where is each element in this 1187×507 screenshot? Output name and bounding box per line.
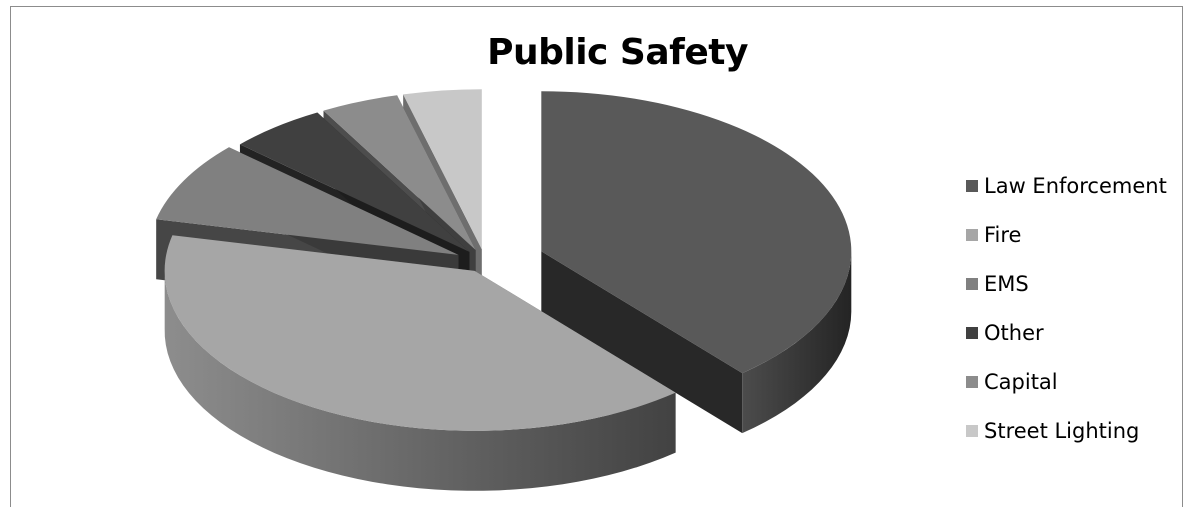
legend-label: Law Enforcement [984,173,1167,198]
slice-top [239,112,470,252]
slice-top [541,91,852,374]
pie-chart [156,89,852,491]
slice-outer-wall [164,268,676,491]
legend-item-capital: Capital [966,357,1167,406]
pie-slice-fire [164,235,676,491]
legend-swatch [966,375,978,388]
legend-item-ems: EMS [966,259,1167,308]
legend-swatch [966,277,978,290]
legend-swatch [966,424,978,437]
slice-top [156,147,459,255]
legend-swatch [966,228,978,241]
legend-swatch [966,179,978,192]
slice-outer-wall [742,251,852,434]
legend-item-street-lighting: Street Lighting [966,406,1167,455]
pie-slice-law-enforcement [541,91,852,434]
legend-item-law-enforcement: Law Enforcement [966,161,1167,210]
legend-label: Capital [984,369,1058,394]
slice-top [403,89,482,250]
legend-item-other: Other [966,308,1167,357]
legend: Law Enforcement Fire EMS Other Capital Street… [966,161,1167,455]
legend-label: EMS [984,271,1029,296]
legend-label: Street Lighting [984,418,1140,443]
legend-label: Other [984,320,1044,345]
slice-wall [541,251,743,434]
chart-title: Public Safety [487,32,748,73]
legend-label: Fire [984,222,1022,247]
legend-swatch [966,326,978,339]
slice-top [164,235,676,431]
slice-top [323,95,476,251]
legend-item-fire: Fire [966,210,1167,259]
